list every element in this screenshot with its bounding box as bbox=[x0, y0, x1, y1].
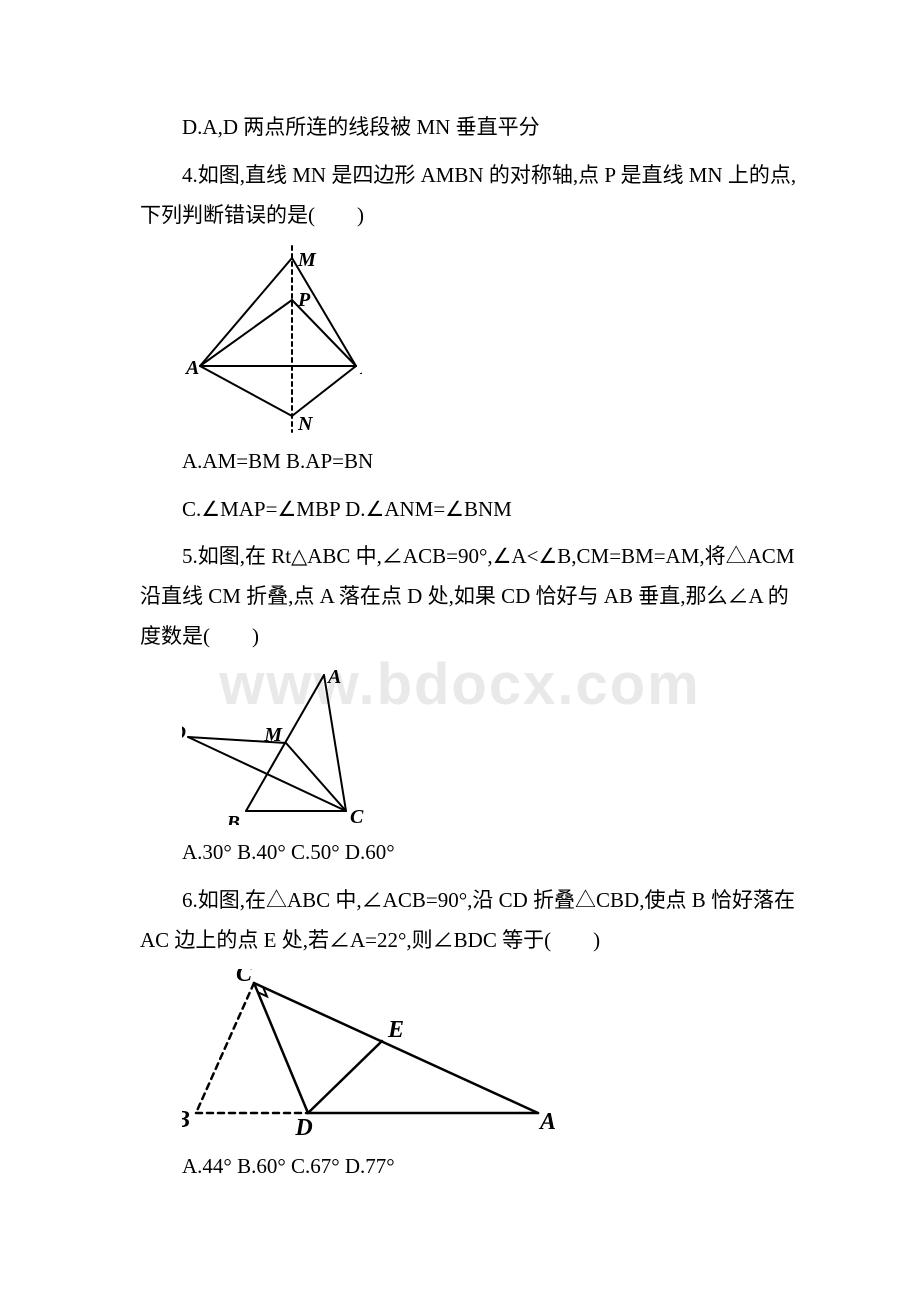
svg-text:C: C bbox=[236, 969, 253, 987]
q5-stem: 5.如图,在 Rt△ABC 中,∠ACB=90°,∠A<∠B,CM=BM=AM,… bbox=[140, 537, 800, 657]
svg-text:N: N bbox=[297, 413, 314, 434]
q4-stem: 4.如图,直线 MN 是四边形 AMBN 的对称轴,点 P 是直线 MN 上的点… bbox=[140, 156, 800, 236]
q6-figure: C E A D B bbox=[182, 969, 800, 1139]
svg-text:M: M bbox=[263, 724, 283, 746]
svg-text:A: A bbox=[538, 1109, 556, 1135]
q5-options: A.30° B.40° C.50° D.60° bbox=[140, 833, 800, 873]
q4-figure: MP A B N bbox=[182, 244, 800, 434]
svg-text:P: P bbox=[297, 289, 311, 311]
svg-text:D: D bbox=[294, 1115, 312, 1139]
svg-text:C: C bbox=[350, 806, 364, 825]
q6-options: A.44° B.60° C.67° D.77° bbox=[140, 1147, 800, 1187]
svg-text:B: B bbox=[359, 357, 362, 379]
q4-options-ab: A.AM=BM B.AP=BN bbox=[140, 442, 800, 482]
svg-text:A: A bbox=[184, 357, 199, 379]
svg-text:B: B bbox=[226, 812, 240, 825]
svg-text:M: M bbox=[297, 249, 317, 271]
document-body: D.A,D 两点所连的线段被 MN 垂直平分 4.如图,直线 MN 是四边形 A… bbox=[140, 108, 800, 1187]
svg-text:E: E bbox=[387, 1017, 404, 1043]
q4-options-cd: C.∠MAP=∠MBP D.∠ANM=∠BNM bbox=[140, 490, 800, 530]
q5-figure: A C B M D bbox=[182, 665, 800, 825]
svg-text:D: D bbox=[182, 722, 186, 744]
q3-option-d: D.A,D 两点所连的线段被 MN 垂直平分 bbox=[140, 108, 800, 148]
svg-text:B: B bbox=[182, 1107, 190, 1133]
q6-stem: 6.如图,在△ABC 中,∠ACB=90°,沿 CD 折叠△CBD,使点 B 恰… bbox=[140, 881, 800, 961]
svg-text:A: A bbox=[326, 666, 341, 688]
